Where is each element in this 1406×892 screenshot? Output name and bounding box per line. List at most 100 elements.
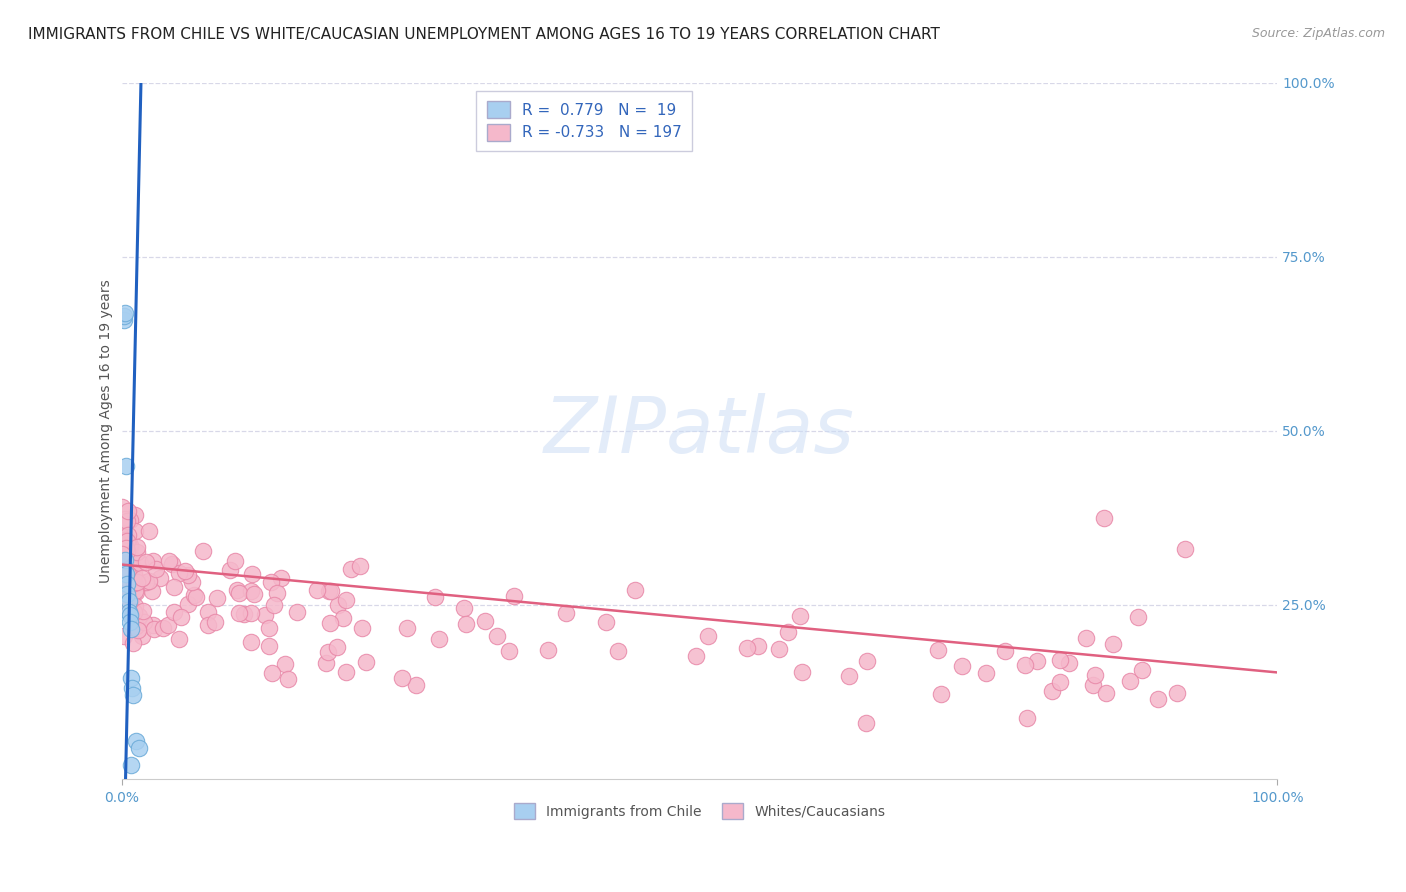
Point: [124, 570, 146, 584]
Point: [191, 544, 214, 558]
Point: [204, 615, 226, 629]
Point: [120, 554, 142, 568]
Point: [285, 605, 308, 619]
Point: [120, 607, 142, 621]
Point: [120, 594, 142, 608]
Point: [135, 574, 157, 589]
Point: [1084, 667, 1107, 681]
Point: [1101, 638, 1123, 652]
Point: [685, 649, 707, 664]
Point: [792, 665, 814, 680]
Point: [219, 563, 242, 577]
Point: [170, 609, 193, 624]
Point: [112, 569, 135, 583]
Point: [111, 574, 134, 588]
Point: [115, 571, 138, 585]
Point: [114, 571, 136, 585]
Point: [117, 567, 139, 582]
Point: [1166, 686, 1188, 700]
Point: [160, 557, 183, 571]
Point: [145, 561, 167, 575]
Point: [124, 576, 146, 591]
Point: [111, 538, 134, 552]
Point: [1059, 657, 1081, 671]
Point: [1130, 663, 1153, 677]
Point: [453, 601, 475, 615]
Point: [132, 615, 155, 629]
Point: [128, 740, 150, 755]
Point: [141, 584, 163, 599]
Point: [228, 586, 250, 600]
Point: [595, 615, 617, 630]
Point: [114, 305, 136, 319]
Point: [121, 681, 143, 696]
Point: [115, 533, 138, 548]
Point: [117, 555, 139, 569]
Point: [115, 551, 138, 566]
Point: [474, 614, 496, 628]
Point: [117, 587, 139, 601]
Point: [240, 567, 263, 582]
Point: [114, 564, 136, 578]
Point: [128, 608, 150, 623]
Point: [118, 577, 141, 591]
Point: [1040, 684, 1063, 698]
Point: [114, 533, 136, 547]
Point: [114, 512, 136, 526]
Point: [1095, 686, 1118, 700]
Point: [118, 512, 141, 526]
Point: [242, 587, 264, 601]
Point: [120, 758, 142, 772]
Point: [114, 578, 136, 592]
Point: [124, 584, 146, 599]
Point: [115, 541, 138, 555]
Point: [118, 547, 141, 561]
Point: [111, 547, 134, 561]
Point: [117, 504, 139, 518]
Point: [115, 514, 138, 528]
Point: [405, 678, 427, 692]
Point: [120, 549, 142, 563]
Point: [120, 538, 142, 552]
Point: [122, 566, 145, 580]
Point: [112, 578, 135, 592]
Point: [352, 621, 374, 635]
Point: [125, 545, 148, 559]
Y-axis label: Unemployment Among Ages 16 to 19 years: Unemployment Among Ages 16 to 19 years: [100, 279, 114, 582]
Point: [112, 566, 135, 581]
Point: [115, 597, 138, 611]
Point: [181, 574, 204, 589]
Point: [124, 733, 146, 747]
Point: [768, 642, 790, 657]
Point: [112, 577, 135, 591]
Point: [1092, 511, 1115, 525]
Point: [127, 623, 149, 637]
Point: [118, 615, 141, 630]
Point: [197, 618, 219, 632]
Point: [197, 605, 219, 619]
Point: [325, 640, 347, 654]
Point: [117, 558, 139, 573]
Point: [163, 606, 186, 620]
Point: [112, 533, 135, 548]
Point: [115, 566, 138, 581]
Point: [132, 604, 155, 618]
Point: [111, 588, 134, 602]
Point: [349, 559, 371, 574]
Point: [138, 524, 160, 538]
Point: [117, 605, 139, 619]
Point: [177, 597, 200, 611]
Point: [929, 687, 952, 701]
Point: [115, 544, 138, 558]
Point: [122, 574, 145, 589]
Point: [131, 576, 153, 591]
Point: [131, 629, 153, 643]
Point: [120, 622, 142, 636]
Point: [124, 508, 146, 522]
Point: [1049, 653, 1071, 667]
Point: [454, 616, 477, 631]
Text: ZIPatlas: ZIPatlas: [544, 392, 855, 469]
Point: [112, 557, 135, 571]
Point: [240, 583, 263, 598]
Point: [115, 565, 138, 579]
